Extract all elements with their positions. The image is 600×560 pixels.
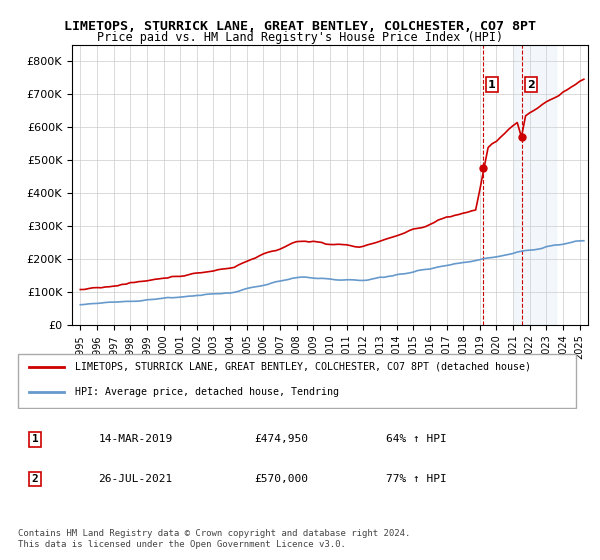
Text: Contains HM Land Registry data © Crown copyright and database right 2024.
This d: Contains HM Land Registry data © Crown c… — [18, 529, 410, 549]
Text: HPI: Average price, detached house, Tendring: HPI: Average price, detached house, Tend… — [76, 387, 340, 397]
Text: 14-MAR-2019: 14-MAR-2019 — [98, 435, 173, 445]
Text: 2: 2 — [527, 80, 535, 90]
Bar — [514, 45, 556, 325]
Text: 64% ↑ HPI: 64% ↑ HPI — [386, 435, 447, 445]
Text: £570,000: £570,000 — [254, 474, 308, 484]
FancyBboxPatch shape — [18, 354, 577, 408]
Text: LIMETOPS, STURRICK LANE, GREAT BENTLEY, COLCHESTER, CO7 8PT (detached house): LIMETOPS, STURRICK LANE, GREAT BENTLEY, … — [76, 362, 532, 372]
Text: 77% ↑ HPI: 77% ↑ HPI — [386, 474, 447, 484]
Text: £474,950: £474,950 — [254, 435, 308, 445]
Text: 1: 1 — [32, 435, 38, 445]
Text: 26-JUL-2021: 26-JUL-2021 — [98, 474, 173, 484]
Text: LIMETOPS, STURRICK LANE, GREAT BENTLEY, COLCHESTER, CO7 8PT: LIMETOPS, STURRICK LANE, GREAT BENTLEY, … — [64, 20, 536, 32]
Text: Price paid vs. HM Land Registry's House Price Index (HPI): Price paid vs. HM Land Registry's House … — [97, 31, 503, 44]
Text: 2: 2 — [32, 474, 38, 484]
Text: 1: 1 — [488, 80, 496, 90]
